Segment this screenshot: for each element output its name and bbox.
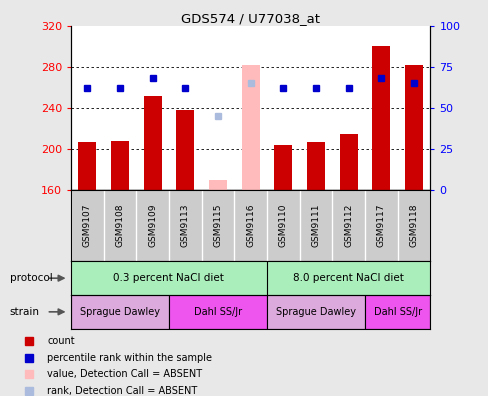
Bar: [168, 295, 266, 329]
Text: count: count: [47, 336, 75, 346]
Text: value, Detection Call = ABSENT: value, Detection Call = ABSENT: [47, 369, 202, 379]
Bar: [241, 65, 259, 190]
Bar: [266, 295, 364, 329]
Text: GSM9116: GSM9116: [245, 204, 255, 248]
Bar: [71, 295, 168, 329]
Text: GSM9108: GSM9108: [115, 204, 124, 248]
Bar: [339, 133, 357, 190]
Bar: [371, 46, 389, 190]
Bar: [306, 142, 325, 190]
Text: GSM9109: GSM9109: [148, 204, 157, 248]
Bar: [274, 145, 292, 190]
Text: Dahl SS/Jr: Dahl SS/Jr: [193, 307, 242, 317]
Bar: [111, 141, 129, 190]
Text: GSM9110: GSM9110: [278, 204, 287, 248]
Text: GSM9115: GSM9115: [213, 204, 222, 248]
Text: GSM9111: GSM9111: [311, 204, 320, 248]
Text: GDS574 / U77038_at: GDS574 / U77038_at: [181, 12, 320, 25]
Text: GSM9112: GSM9112: [344, 204, 352, 248]
Text: percentile rank within the sample: percentile rank within the sample: [47, 352, 212, 363]
Bar: [208, 180, 226, 190]
Text: 0.3 percent NaCl diet: 0.3 percent NaCl diet: [113, 273, 224, 283]
Text: strain: strain: [10, 307, 40, 317]
Text: GSM9113: GSM9113: [181, 204, 189, 248]
Text: GSM9117: GSM9117: [376, 204, 385, 248]
Bar: [78, 142, 96, 190]
Text: Dahl SS/Jr: Dahl SS/Jr: [373, 307, 421, 317]
Bar: [404, 65, 422, 190]
Bar: [143, 95, 161, 190]
Text: Sprague Dawley: Sprague Dawley: [275, 307, 355, 317]
Bar: [364, 295, 429, 329]
Text: rank, Detection Call = ABSENT: rank, Detection Call = ABSENT: [47, 386, 197, 396]
Text: GSM9107: GSM9107: [82, 204, 92, 248]
Text: 8.0 percent NaCl diet: 8.0 percent NaCl diet: [293, 273, 403, 283]
Text: protocol: protocol: [10, 273, 52, 283]
Bar: [176, 110, 194, 190]
Text: Sprague Dawley: Sprague Dawley: [80, 307, 160, 317]
Text: GSM9118: GSM9118: [408, 204, 418, 248]
